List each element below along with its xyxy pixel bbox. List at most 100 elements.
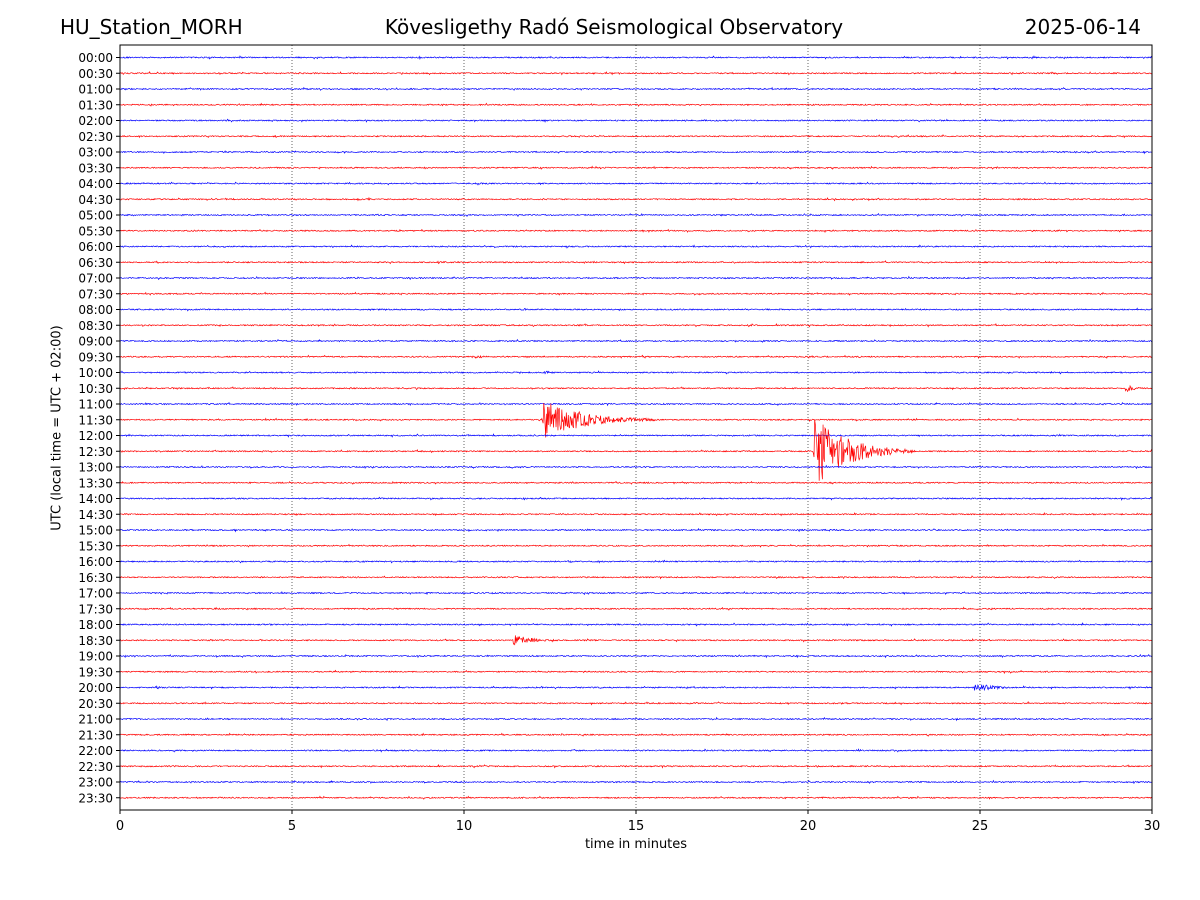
chart-date: 2025-06-14	[1024, 15, 1141, 39]
trace-02:00	[119, 118, 1153, 123]
trace-16:30	[119, 575, 1153, 580]
y-tick-label-22:00: 22:00	[78, 744, 113, 758]
x-tick-label-0: 0	[116, 819, 124, 834]
y-tick-label-05:00: 05:00	[78, 209, 113, 223]
y-tick-label-21:30: 21:30	[78, 728, 113, 742]
trace-15:00	[119, 527, 1153, 533]
y-tick-label-09:30: 09:30	[78, 350, 113, 364]
trace-group	[119, 55, 1153, 800]
station-name: HU_Station_MORH	[60, 15, 243, 39]
trace-18:30	[119, 635, 1153, 646]
trace-13:00	[119, 464, 1152, 470]
trace-15:30	[119, 543, 1153, 548]
trace-13:30	[119, 480, 1153, 485]
trace-23:30	[119, 795, 1153, 800]
y-tick-label-19:00: 19:00	[78, 650, 113, 664]
y-tick-label-04:00: 04:00	[78, 177, 113, 191]
trace-10:30	[119, 384, 1153, 393]
y-tick-label-14:30: 14:30	[78, 508, 113, 522]
trace-08:00	[119, 307, 1153, 312]
y-tick-label-10:30: 10:30	[78, 382, 113, 396]
trace-06:00	[119, 244, 1153, 249]
y-tick-label-12:00: 12:00	[78, 429, 113, 443]
y-tick-label-00:00: 00:00	[78, 51, 113, 65]
trace-20:30	[119, 701, 1153, 706]
trace-19:30	[119, 669, 1153, 675]
x-tick-label-30: 30	[1144, 819, 1161, 834]
y-tick-label-15:30: 15:30	[78, 539, 113, 553]
trace-08:30	[119, 323, 1153, 328]
trace-03:30	[119, 165, 1153, 170]
trace-22:00	[119, 748, 1153, 753]
x-axis-label: time in minutes	[584, 837, 688, 852]
y-tick-label-16:30: 16:30	[78, 571, 113, 585]
trace-05:30	[119, 228, 1153, 234]
y-tick-label-02:00: 02:00	[78, 114, 113, 128]
x-tick-label-25: 25	[972, 819, 989, 834]
y-tick-label-07:00: 07:00	[78, 272, 113, 286]
y-tick-label-00:30: 00:30	[78, 67, 113, 81]
y-tick-label-11:00: 11:00	[78, 398, 113, 412]
trace-05:00	[119, 213, 1153, 218]
y-tick-label-23:30: 23:30	[78, 791, 113, 805]
y-tick-label-14:00: 14:00	[78, 492, 113, 506]
trace-04:30	[119, 196, 1153, 202]
trace-17:00	[119, 590, 1153, 596]
trace-23:00	[119, 779, 1153, 785]
y-tick-label-16:00: 16:00	[78, 555, 113, 569]
y-tick-label-11:30: 11:30	[78, 413, 113, 427]
trace-06:30	[119, 260, 1153, 265]
trace-16:00	[119, 559, 1153, 564]
trace-11:00	[119, 401, 1153, 407]
grid-lines	[291, 45, 981, 810]
y-tick-label-06:30: 06:30	[78, 256, 113, 270]
y-tick-label-01:00: 01:00	[78, 83, 113, 97]
y-tick-label-19:30: 19:30	[78, 665, 113, 679]
y-tick-label-13:00: 13:00	[78, 461, 113, 475]
y-tick-label-06:00: 06:00	[78, 240, 113, 254]
y-tick-label-17:00: 17:00	[78, 587, 113, 601]
trace-02:30	[119, 134, 1153, 139]
x-axis: 0 5 10 15 20 25 30	[116, 810, 1160, 834]
y-tick-label-18:00: 18:00	[78, 618, 113, 632]
y-tick-label-03:00: 03:00	[78, 146, 113, 160]
y-tick-label-20:30: 20:30	[78, 697, 113, 711]
y-tick-label-21:00: 21:00	[78, 713, 113, 727]
y-tick-label-01:30: 01:30	[78, 98, 113, 112]
trace-01:30	[119, 102, 1153, 107]
y-tick-label-22:30: 22:30	[78, 760, 113, 774]
trace-12:00	[119, 433, 1153, 438]
y-tick-label-02:30: 02:30	[78, 130, 113, 144]
y-tick-label-12:30: 12:30	[78, 445, 113, 459]
y-tick-label-03:30: 03:30	[78, 161, 113, 175]
trace-21:00	[119, 716, 1153, 722]
y-axis-label: UTC (local time = UTC + 02:00)	[49, 325, 65, 531]
trace-17:30	[119, 606, 1153, 611]
y-tick-label-17:30: 17:30	[78, 602, 113, 616]
y-tick-label-18:30: 18:30	[78, 634, 113, 648]
y-tick-label-08:30: 08:30	[78, 319, 113, 333]
trace-11:30	[119, 402, 1153, 438]
trace-04:00	[119, 181, 1153, 186]
trace-09:30	[119, 354, 1153, 359]
y-tick-label-04:30: 04:30	[78, 193, 113, 207]
trace-09:00	[119, 338, 1153, 343]
y-tick-label-10:00: 10:00	[78, 366, 113, 380]
trace-19:00	[119, 653, 1153, 659]
trace-20:00	[119, 684, 1153, 692]
y-tick-label-15:00: 15:00	[78, 524, 113, 538]
trace-07:30	[119, 291, 1153, 296]
y-tick-label-05:30: 05:30	[78, 224, 113, 238]
x-tick-label-20: 20	[800, 819, 817, 834]
trace-03:00	[119, 149, 1153, 155]
trace-22:30	[119, 763, 1153, 769]
y-tick-label-23:00: 23:00	[78, 776, 113, 790]
trace-01:00	[119, 86, 1153, 91]
trace-10:00	[119, 370, 1153, 375]
y-tick-label-13:30: 13:30	[78, 476, 113, 490]
trace-14:00	[119, 496, 1153, 501]
y-tick-label-08:00: 08:00	[78, 303, 113, 317]
y-tick-label-07:30: 07:30	[78, 287, 113, 301]
